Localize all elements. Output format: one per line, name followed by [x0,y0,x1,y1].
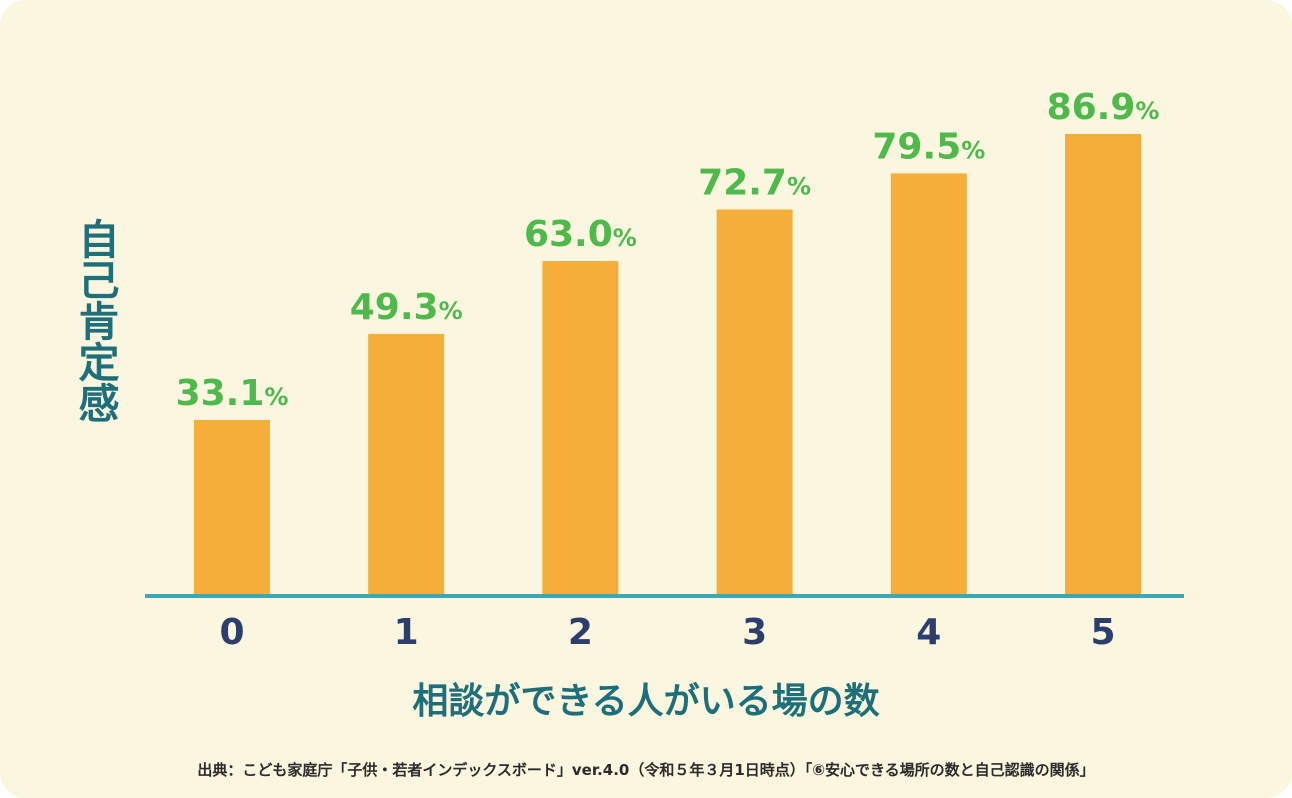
bars [194,134,1141,597]
value-label-3: 72.7% [698,162,811,203]
bar-5 [1065,134,1141,596]
bar-1 [368,333,445,596]
x-tick-labels: 0 1 2 3 4 5 [219,612,1115,653]
value-label-5: 86.9% [1047,87,1160,128]
x-tick-1: 1 [394,612,419,653]
y-axis-title: 自己肯定感 [71,218,119,423]
value-label-0: 33.1% [176,373,289,414]
source-note: 出典：こども家庭庁「子供・若者インデックスボード」ver.4.0（令和５年３月1… [197,761,1095,779]
value-label-4: 79.5% [872,126,985,167]
bar-4 [890,173,967,596]
value-label-1: 49.3% [350,287,463,328]
x-tick-5: 5 [1090,612,1115,653]
x-axis-title: 相談ができる人がいる場の数 [412,681,880,722]
bar-2 [542,261,619,596]
x-tick-3: 3 [742,612,767,653]
value-label-2: 63.0% [524,214,637,255]
bar-0 [194,420,270,596]
value-labels: 33.1% 49.3% 63.0% 72.7% 79.5% 86.9% [176,87,1160,414]
x-tick-2: 2 [568,612,593,653]
x-tick-0: 0 [219,612,244,653]
x-tick-4: 4 [916,612,941,653]
bar-3 [716,209,793,597]
